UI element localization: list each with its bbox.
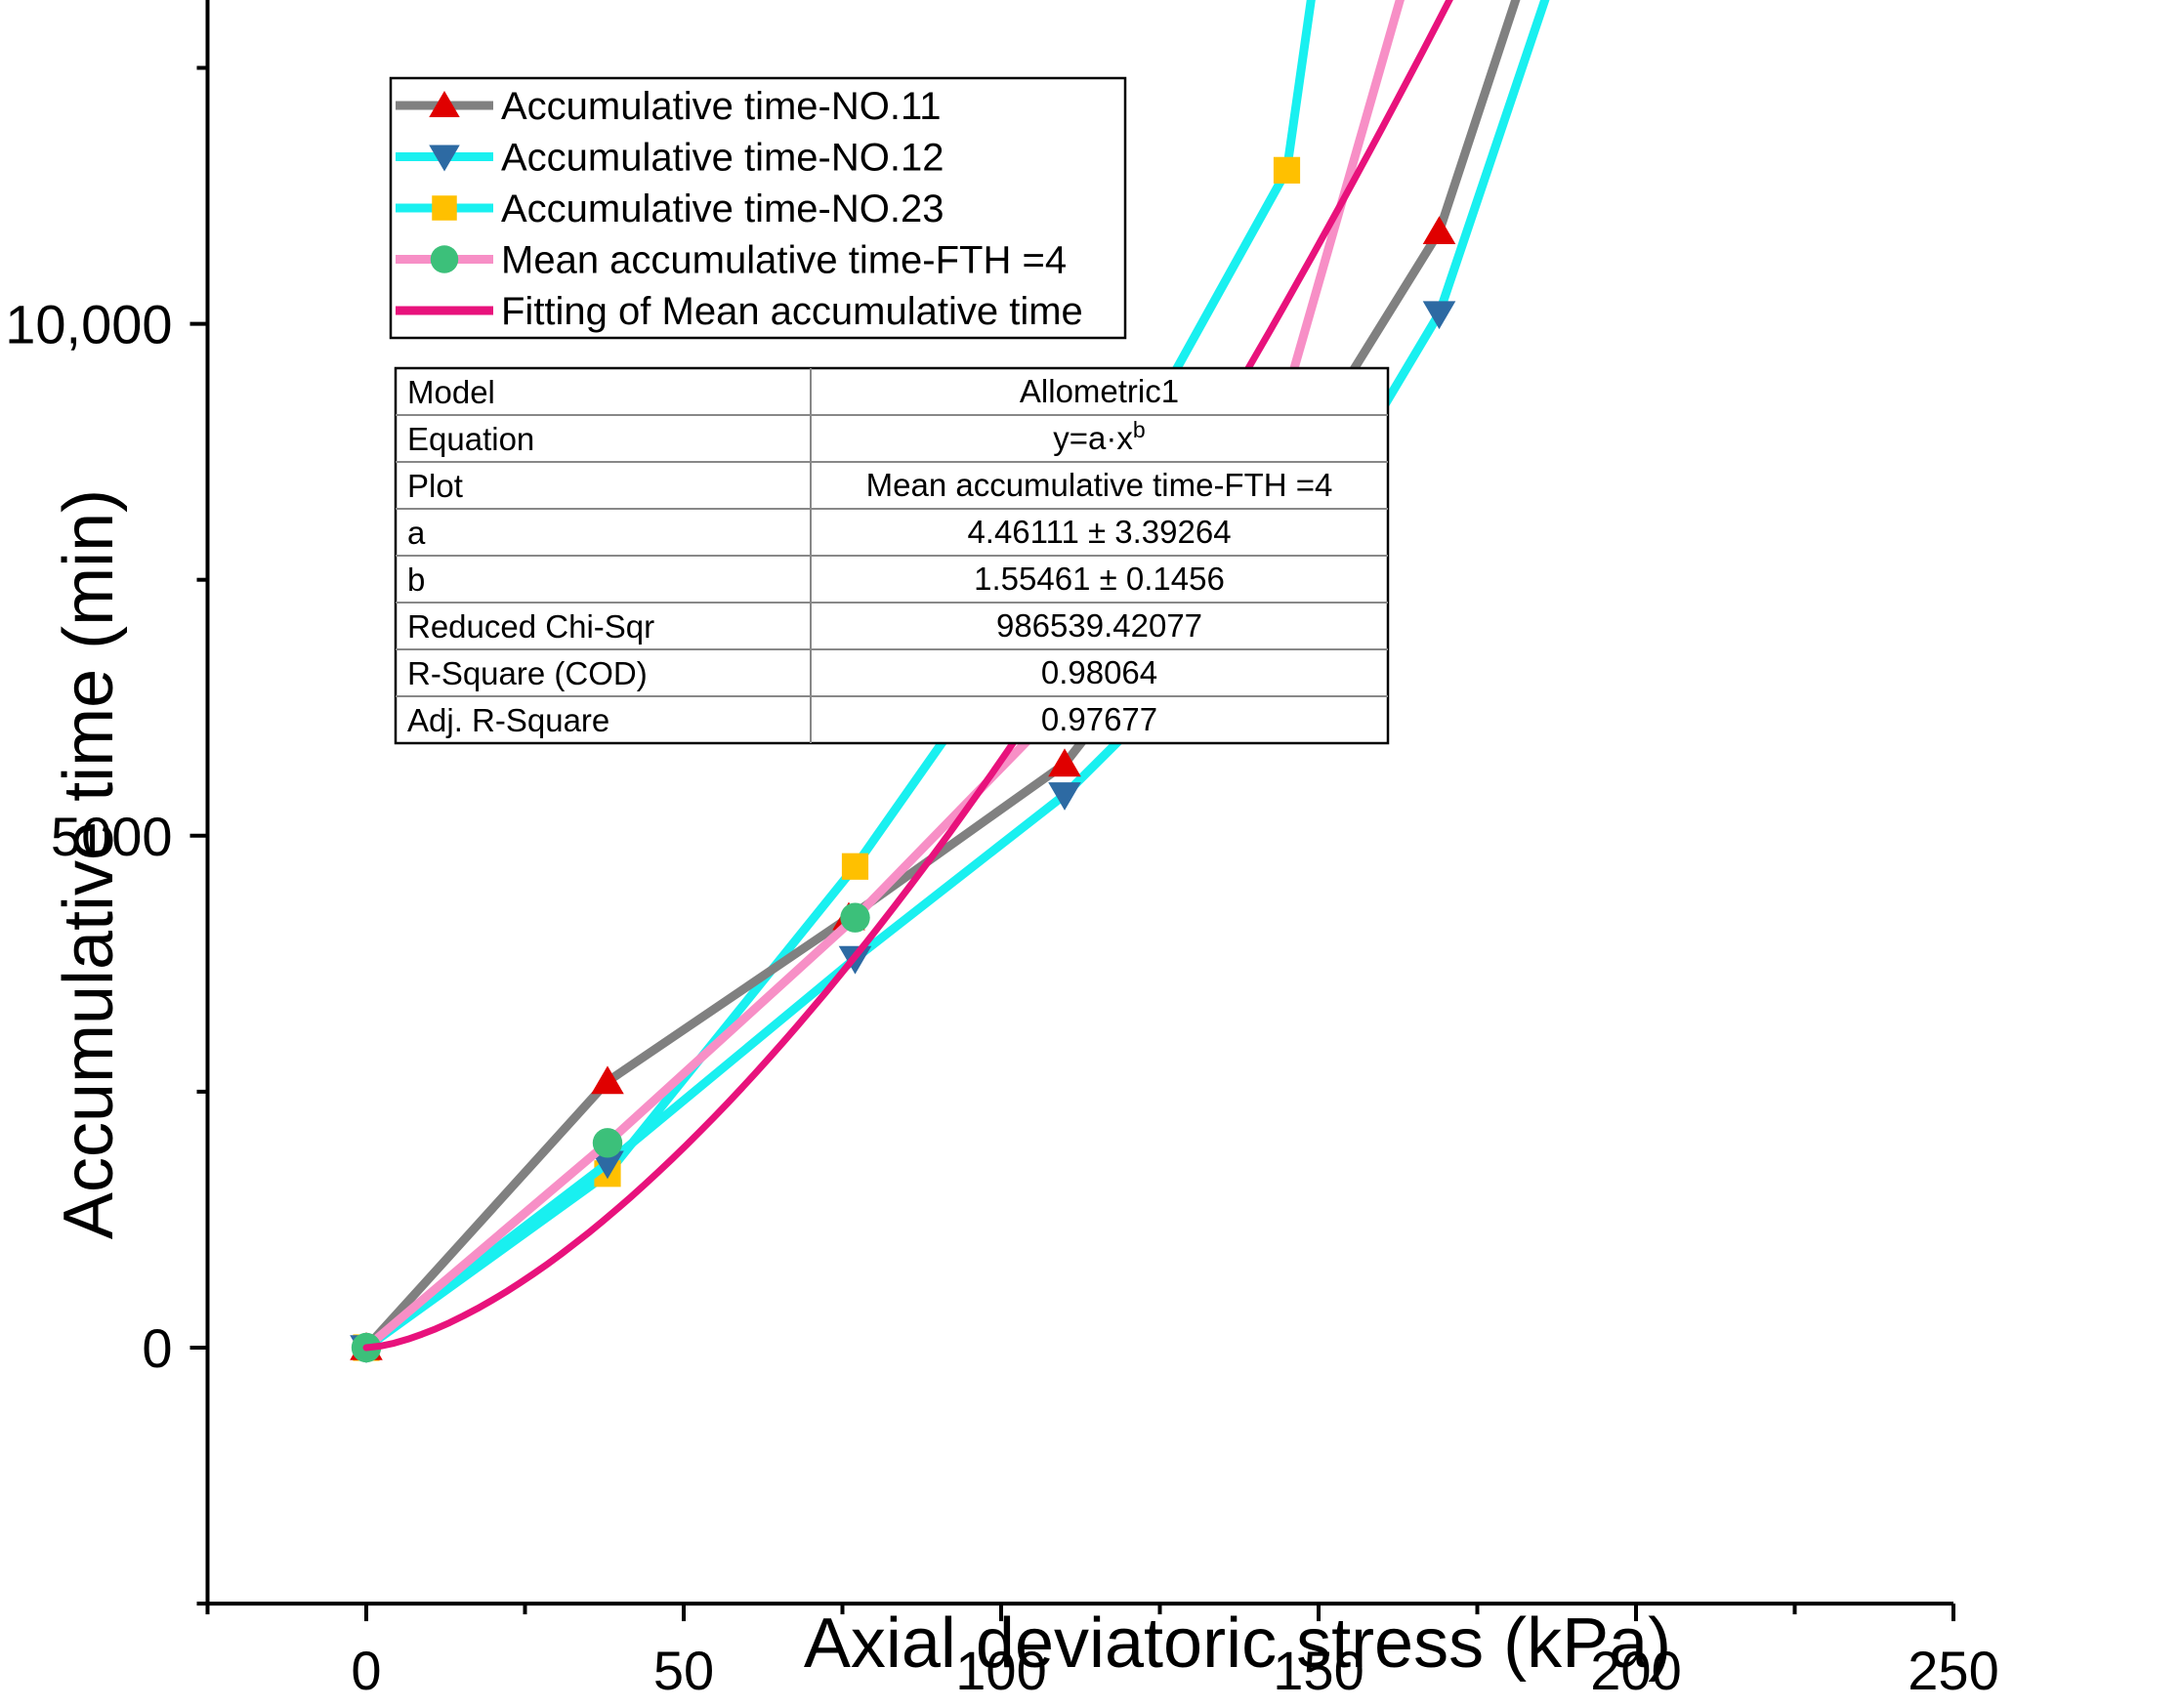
table-param-label: a (407, 515, 426, 551)
data-point (1048, 782, 1081, 811)
x-tick-label: 200 (1590, 1640, 1681, 1701)
table-param-label: Model (407, 374, 495, 410)
legend-item: Accumulative time-NO.12 (396, 137, 944, 180)
y-tick-label: 10,000 (5, 294, 172, 355)
x-tick-label: 100 (955, 1640, 1046, 1701)
legend-item: Mean accumulative time-FTH =4 (396, 239, 1067, 282)
legend-swatch-marker (429, 91, 460, 117)
legend-label: Accumulative time-NO.12 (501, 137, 944, 180)
legend-swatch-marker (432, 195, 457, 221)
legend-box (389, 76, 1127, 340)
table-param-label: Adj. R-Square (407, 702, 609, 738)
table-row: b 1.55461 ± 0.1456 (396, 555, 1388, 598)
fit-parameters-table: Model Allometric1 Equation y=a·xb Plot Mean a… (394, 366, 1390, 745)
table-row: Model Allometric1 (407, 373, 1179, 410)
x-tick-label: 250 (1908, 1640, 1998, 1701)
y-tick-label: 5000 (51, 806, 173, 867)
table-param-value: 0.98064 (1041, 654, 1157, 690)
table-param-value: Allometric1 (1020, 373, 1179, 409)
axes-layer: 0501001502002500500010,00015,00020,00025… (5, 0, 1999, 1701)
data-point (1273, 156, 1301, 184)
y-axis-title: Accumulative time (min) (50, 489, 128, 1239)
y-tick-label: 0 (142, 1317, 172, 1379)
legend-item: Accumulative time-NO.23 (396, 187, 944, 230)
legend: Accumulative time-NO.11 Accumulative time… (389, 76, 1127, 340)
table-row: Adj. R-Square 0.97677 (396, 695, 1388, 738)
legend-label: Mean accumulative time-FTH =4 (501, 239, 1067, 282)
table-param-value: Mean accumulative time-FTH =4 (866, 467, 1333, 503)
data-point (591, 1150, 624, 1180)
table-param-label: Reduced Chi-Sqr (407, 608, 654, 645)
data-point (840, 902, 870, 933)
data-point (1048, 748, 1081, 777)
x-tick-label: 0 (351, 1640, 381, 1701)
table-row: Reduced Chi-Sqr 986539.42077 (396, 602, 1388, 645)
data-point (841, 853, 869, 880)
legend-label: Accumulative time-NO.23 (501, 187, 944, 230)
data-point (591, 1065, 624, 1095)
table-row: Plot Mean accumulative time-FTH =4 (396, 461, 1388, 504)
legend-item: Fitting of Mean accumulative time (396, 290, 1083, 333)
table-param-value: 0.97677 (1041, 701, 1157, 737)
table-param-value: y=a·xb (1053, 417, 1145, 456)
table-param-label: Plot (407, 468, 463, 504)
table-value-superscript: b (1133, 417, 1146, 442)
table-param-label: R-Square (COD) (407, 655, 648, 691)
table-row: Equation y=a·xb (396, 414, 1388, 457)
legend-swatch-marker (430, 245, 459, 273)
x-axis-title: Axial deviatoric stress (kPa) (804, 1604, 1671, 1683)
table-param-value: 986539.42077 (996, 607, 1202, 644)
legend-swatch-marker (429, 145, 460, 172)
data-point (1422, 216, 1456, 245)
data-point (592, 1128, 623, 1158)
table-row: a 4.46111 ± 3.39264 (396, 508, 1388, 551)
table-row: R-Square (COD) 0.98064 (396, 648, 1388, 691)
table-param-value: 1.55461 ± 0.1456 (974, 561, 1225, 597)
x-tick-label: 150 (1273, 1640, 1364, 1701)
table-param-label: Equation (407, 421, 534, 457)
table-param-label: b (407, 562, 425, 598)
x-tick-label: 50 (653, 1640, 714, 1701)
table-param-value: 4.46111 ± 3.39264 (967, 514, 1231, 550)
data-point (1422, 301, 1456, 330)
legend-label: Accumulative time-NO.11 (501, 85, 942, 128)
legend-label: Fitting of Mean accumulative time (501, 290, 1083, 333)
legend-item: Accumulative time-NO.11 (396, 85, 942, 128)
